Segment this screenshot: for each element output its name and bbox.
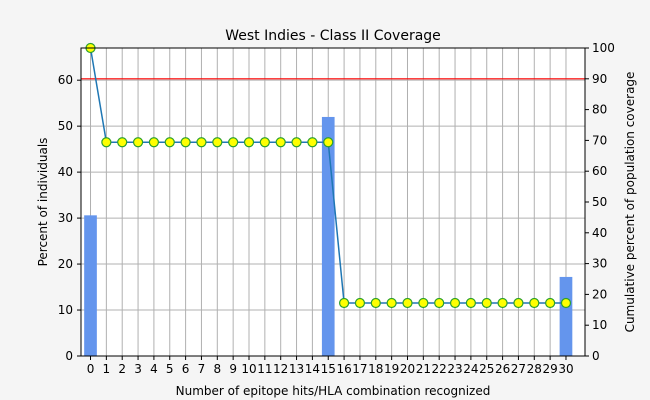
x-tick-label: 7 <box>198 362 206 376</box>
line-point <box>228 137 239 148</box>
line-point <box>402 297 413 309</box>
line-point <box>354 297 366 309</box>
y2-tick-label: 30 <box>592 257 607 271</box>
x-tick-label: 15 <box>321 362 336 376</box>
line-point <box>243 137 255 148</box>
x-tick-label: 25 <box>479 362 494 376</box>
x-tick-label: 21 <box>416 362 431 376</box>
line-point <box>148 137 160 148</box>
x-tick-label: 9 <box>229 362 237 376</box>
line-point <box>323 137 334 148</box>
y2-tick-label: 40 <box>592 226 607 240</box>
line-point <box>370 297 381 309</box>
line-point <box>101 137 112 148</box>
y2-tick-label: 70 <box>592 133 607 147</box>
y-tick-label: 40 <box>58 165 73 179</box>
line-point <box>418 297 429 309</box>
chart-title: West Indies - Class II Coverage <box>225 28 441 44</box>
x-tick-label: 3 <box>134 362 142 376</box>
y2-axis-label: Cumulative percent of population coverag… <box>623 72 637 333</box>
x-tick-label: 22 <box>432 362 447 376</box>
line-point <box>529 297 540 309</box>
x-tick-label: 14 <box>305 362 320 376</box>
y-axis-label: Percent of individuals <box>36 138 50 267</box>
line-point <box>513 297 524 309</box>
x-tick-label: 4 <box>150 362 158 376</box>
x-tick-label: 5 <box>166 362 174 376</box>
y-tick-label: 30 <box>58 211 73 225</box>
line-point <box>275 137 286 148</box>
y2-axis-ticks: 0 10 20 30 40 50 60 70 80 90 100 <box>585 41 615 363</box>
line-point <box>307 137 318 148</box>
cumulative-line-series <box>85 42 572 309</box>
x-tick-label: 2 <box>118 362 126 376</box>
x-tick-label: 16 <box>336 362 351 376</box>
bar <box>559 276 573 356</box>
x-tick-label: 30 <box>558 362 573 376</box>
line-point <box>117 137 128 148</box>
y2-tick-label: 50 <box>592 195 607 209</box>
y2-tick-label: 20 <box>592 287 607 301</box>
x-tick-label: 18 <box>368 362 383 376</box>
x-tick-label: 8 <box>213 362 221 376</box>
line-point <box>449 297 461 309</box>
y-tick-label: 60 <box>58 73 73 87</box>
y2-tick-label: 60 <box>592 164 607 178</box>
bar <box>84 215 97 356</box>
y2-tick-label: 0 <box>592 349 600 363</box>
x-tick-label: 27 <box>511 362 526 376</box>
y-axis-ticks: 0 10 20 30 40 50 60 <box>58 73 81 363</box>
line-point <box>164 137 175 148</box>
y-tick-label: 50 <box>58 119 73 133</box>
x-tick-label: 17 <box>352 362 367 376</box>
line-point <box>259 137 270 148</box>
line-point <box>291 137 302 148</box>
line-point <box>386 297 397 309</box>
y2-tick-label: 100 <box>592 41 615 55</box>
x-tick-label: 24 <box>463 362 478 376</box>
line-point <box>434 297 445 309</box>
line-point <box>465 297 476 309</box>
y-tick-label: 10 <box>58 303 73 317</box>
x-tick-label: 10 <box>241 362 256 376</box>
line-point <box>481 297 492 309</box>
x-axis-label: Number of epitope hits/HLA combination r… <box>176 384 491 398</box>
y-tick-label: 0 <box>65 349 73 363</box>
line-point <box>338 297 350 309</box>
x-axis-ticks: 0 1 2 3 4 5 6 7 8 9 10 11 12 13 14 15 16 17 18 19 20 21 22 23 24… <box>87 356 574 376</box>
x-tick-label: 6 <box>182 362 190 376</box>
line-point <box>560 297 572 309</box>
line-point <box>497 297 508 309</box>
x-tick-label: 19 <box>384 362 399 376</box>
x-tick-label: 28 <box>527 362 542 376</box>
line-point <box>196 137 207 148</box>
line-point <box>545 297 556 309</box>
y2-tick-label: 90 <box>592 72 607 86</box>
x-tick-label: 1 <box>103 362 111 376</box>
x-tick-label: 13 <box>289 362 304 376</box>
x-tick-label: 0 <box>87 362 95 376</box>
line-point <box>212 137 223 148</box>
line-point <box>132 137 144 148</box>
y2-tick-label: 10 <box>592 318 607 332</box>
y-tick-label: 20 <box>58 257 73 271</box>
y2-tick-label: 80 <box>592 103 607 117</box>
x-tick-label: 26 <box>495 362 510 376</box>
bar <box>321 116 335 356</box>
x-tick-label: 12 <box>273 362 288 376</box>
x-tick-label: 20 <box>400 362 415 376</box>
x-tick-label: 29 <box>542 362 557 376</box>
x-tick-label: 11 <box>257 362 272 376</box>
x-tick-label: 23 <box>447 362 462 376</box>
line-point <box>180 137 191 148</box>
